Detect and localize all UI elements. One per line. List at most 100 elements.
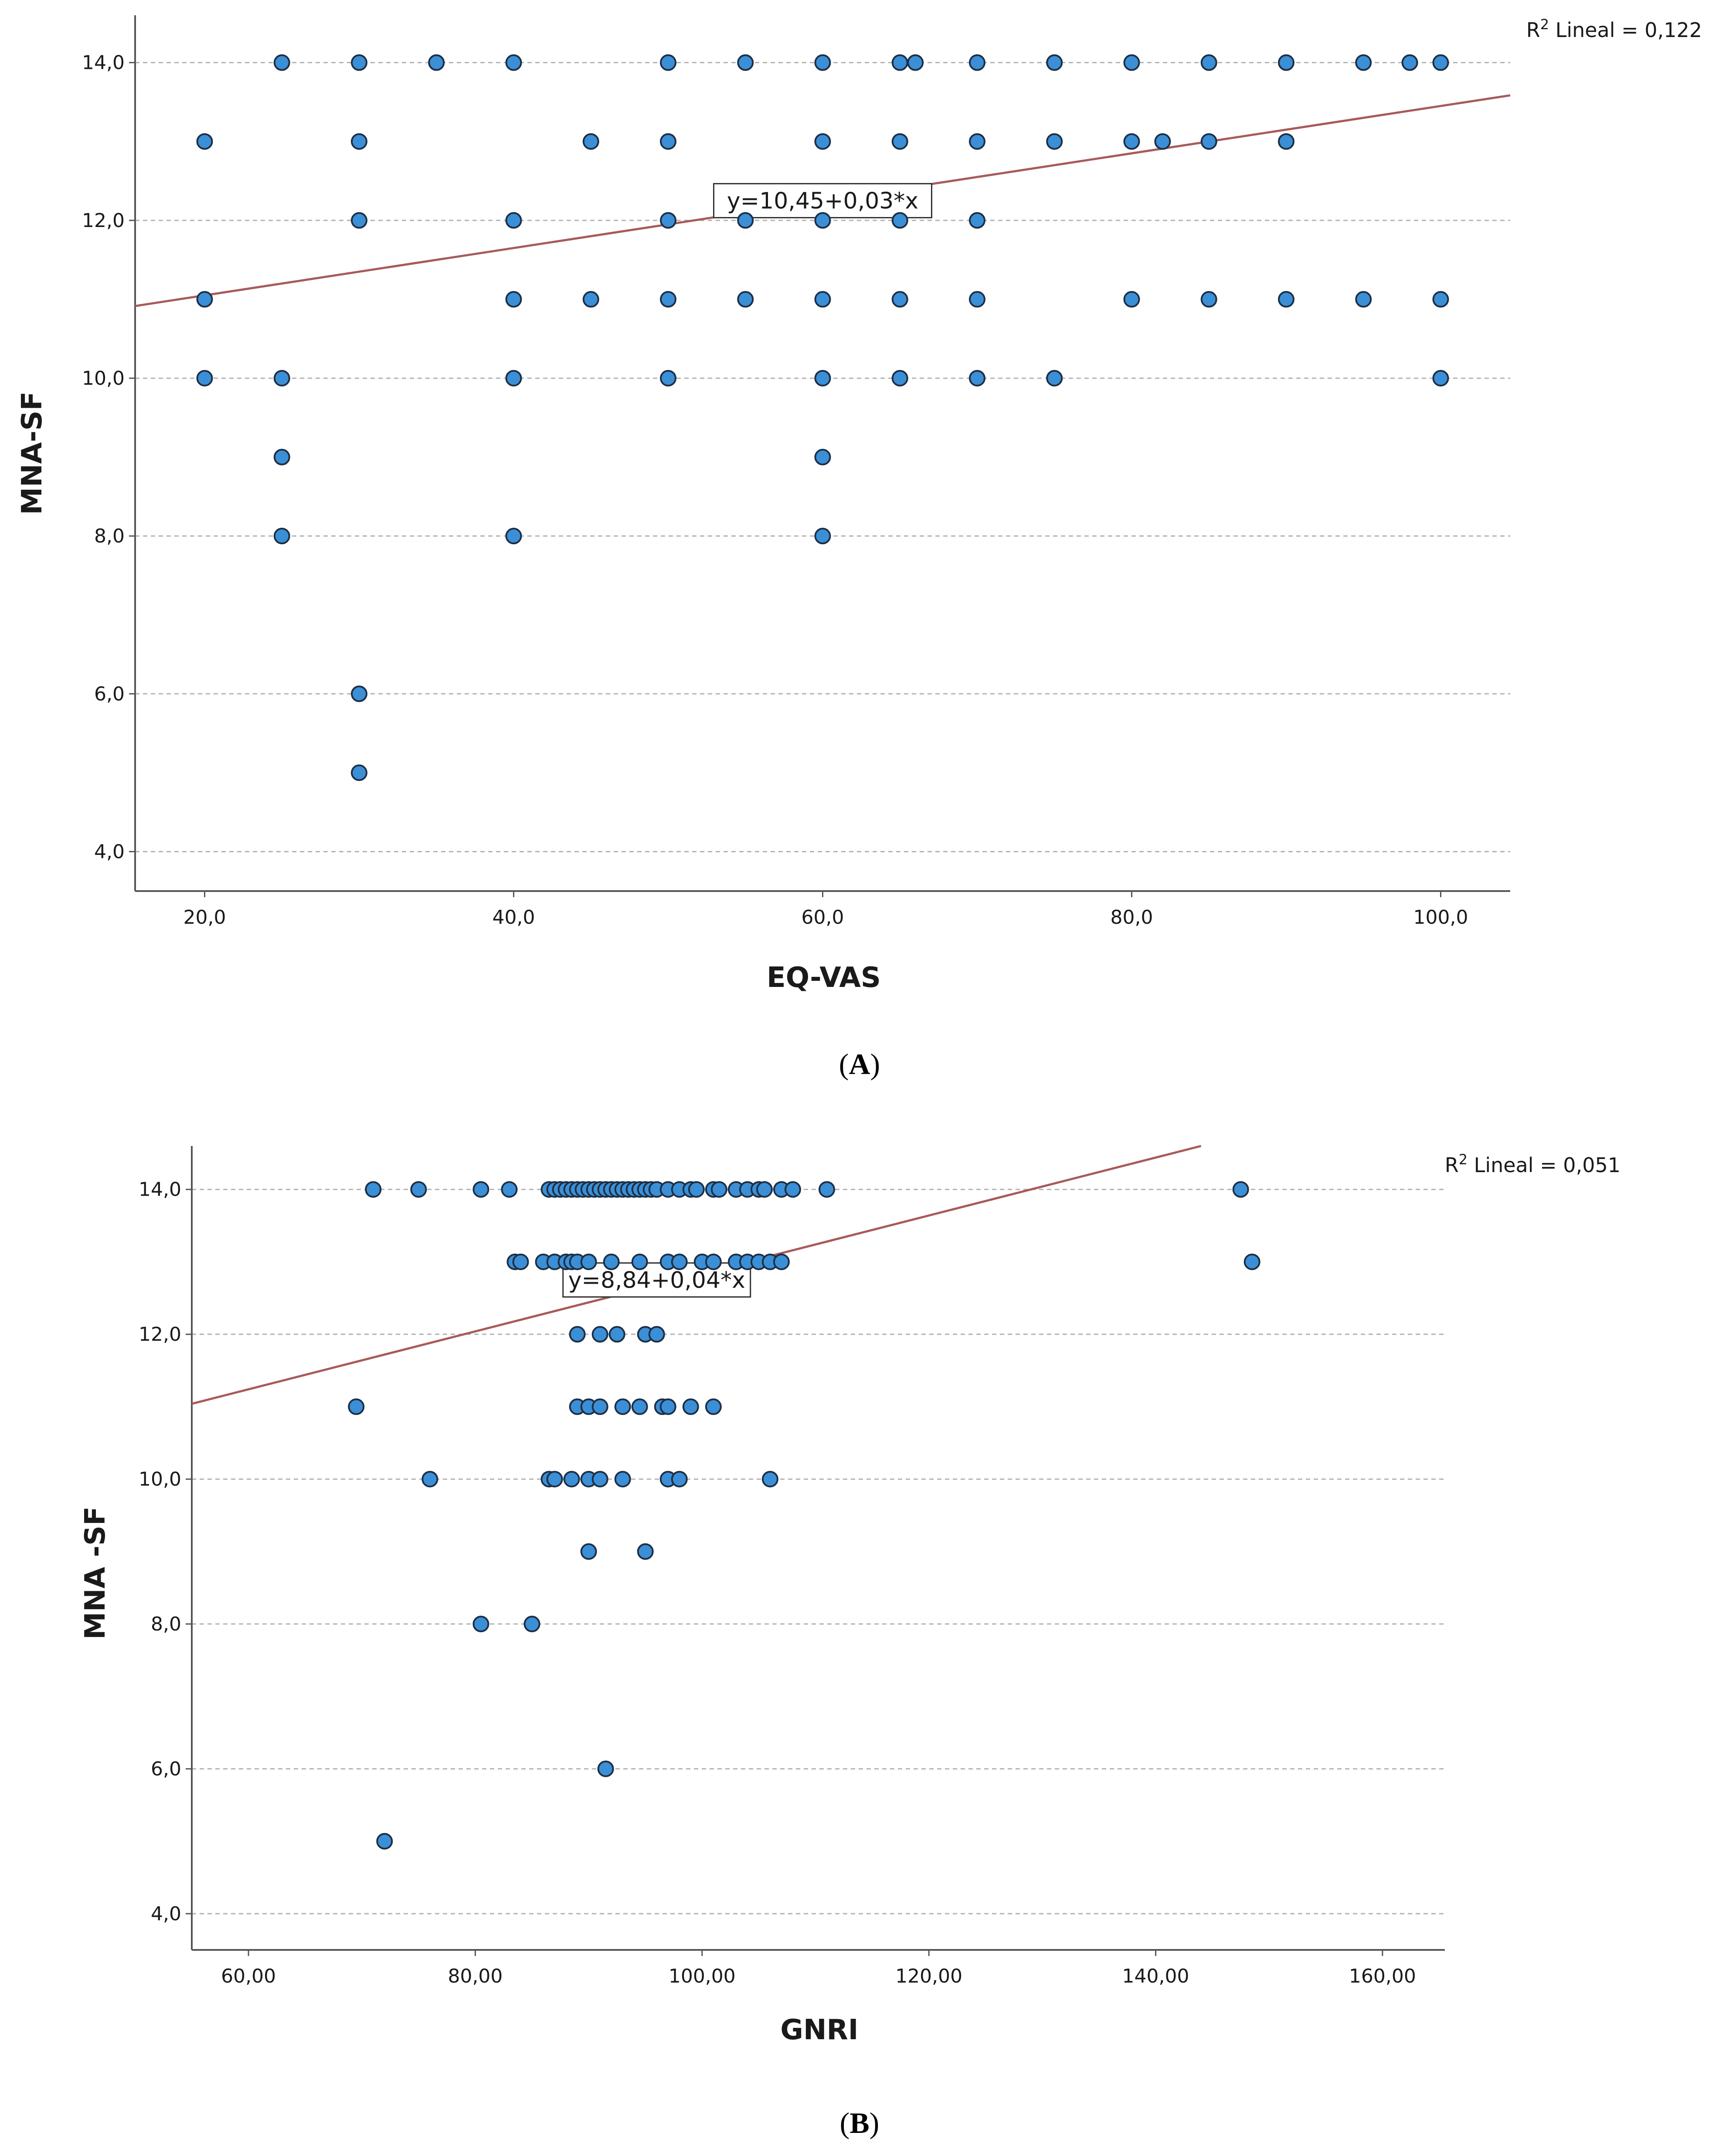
panel-a-point-39 xyxy=(660,291,677,308)
panel-a-y-tick-label: 6,0 xyxy=(94,683,125,705)
panel-b-point-88 xyxy=(376,1833,393,1850)
panel-a-point-58 xyxy=(273,449,290,466)
panel-b-point-56 xyxy=(773,1253,790,1270)
panel-b-point-33 xyxy=(756,1181,773,1198)
panel-a-point-40 xyxy=(737,291,754,308)
panel-b-point-37 xyxy=(1232,1181,1249,1198)
panel-a-point-37 xyxy=(505,291,522,308)
panel-a-y-tick-label: 10,0 xyxy=(82,367,125,390)
panel-a-point-60 xyxy=(273,528,290,545)
panel-b-point-51 xyxy=(705,1253,722,1270)
panel-a-point-25 xyxy=(1123,133,1140,150)
panel-b-point-71 xyxy=(682,1398,699,1415)
panel-b-r2-annotation: R2 Lineal = 0,051 xyxy=(1445,1151,1620,1177)
panel-b-point-3 xyxy=(501,1181,518,1198)
panel-a-point-46 xyxy=(1277,291,1294,308)
panel-a-point-44 xyxy=(1123,291,1140,308)
panel-b-point-63 xyxy=(348,1398,365,1415)
panel-b-point-66 xyxy=(591,1398,608,1415)
panel-b-point-60 xyxy=(608,1326,625,1343)
panel-b-point-36 xyxy=(819,1181,836,1198)
panel-a-point-32 xyxy=(737,212,754,229)
panel-a-caption-letter: A xyxy=(849,1047,870,1081)
panel-a-equation-box xyxy=(713,183,932,219)
panel-a-point-12 xyxy=(1200,54,1217,71)
panel-a-caption: (A) xyxy=(839,1047,880,1081)
panel-b-point-78 xyxy=(591,1471,608,1488)
panel-a-point-30 xyxy=(505,212,522,229)
panel-b-point-83 xyxy=(580,1543,597,1560)
panel-a-point-16 xyxy=(1432,54,1449,71)
panel-a-y-tick-label: 12,0 xyxy=(82,210,125,232)
panel-a-point-28 xyxy=(1277,133,1294,150)
panel-b-point-73 xyxy=(421,1471,438,1488)
panel-b-point-47 xyxy=(631,1253,648,1270)
panel-a-point-4 xyxy=(660,54,677,71)
panel-a-r2-sup: 2 xyxy=(1540,16,1549,33)
panel-b-point-86 xyxy=(523,1616,540,1633)
panel-b-x-tick-label: 140,00 xyxy=(1122,1965,1189,1987)
panel-a-y-tick-label: 8,0 xyxy=(94,525,125,547)
panel-a-point-6 xyxy=(814,54,831,71)
panel-b-x-tick-label: 80,00 xyxy=(448,1965,503,1987)
panel-a-point-17 xyxy=(196,133,213,150)
panel-a-point-59 xyxy=(814,449,831,466)
panel-b-y-tick-label: 12,0 xyxy=(139,1323,181,1346)
panel-b-points xyxy=(348,1181,1260,1850)
panel-a-point-64 xyxy=(351,764,368,781)
panel-a-x-tick-label: 100,0 xyxy=(1413,906,1468,929)
panel-a-point-31 xyxy=(660,212,677,229)
panel-a-y-tick-label: 14,0 xyxy=(82,52,125,74)
panel-a-r2-r: R xyxy=(1526,18,1540,42)
panel-b-equation-label: y=8,84+0,04*x xyxy=(568,1268,745,1294)
panel-a-point-14 xyxy=(1355,54,1372,71)
panel-a-point-27 xyxy=(1200,133,1217,150)
panel-a-point-63 xyxy=(351,685,368,702)
panel-b-caption-letter: B xyxy=(849,2106,869,2139)
panel-b-point-0 xyxy=(365,1181,382,1198)
panel-a-point-22 xyxy=(891,133,908,150)
panel-a-fit-line: y=10,45+0,03*x xyxy=(135,94,1511,307)
panel-a-axes: 4,0 6,0 8,0 10,0 12,0 14,0 20,0 40,0 60,0 80,0 100… xyxy=(82,15,1510,929)
panel-b-point-68 xyxy=(631,1398,648,1415)
panel-a-x-tick-label: 40,0 xyxy=(493,906,535,929)
panel-a-point-55 xyxy=(968,370,985,386)
panel-b-x-axis-label: GNRI xyxy=(780,2014,858,2046)
panel-a-point-35 xyxy=(968,212,985,229)
panel-a-y-tick-label: 4,0 xyxy=(94,841,125,863)
panel-a-point-23 xyxy=(968,133,985,150)
panel-a-x-axis-label: EQ-VAS xyxy=(767,962,881,994)
panel-a-point-54 xyxy=(891,370,908,386)
panel-b-y-tick-label: 6,0 xyxy=(151,1758,181,1780)
panel-b-point-35 xyxy=(784,1181,801,1198)
panel-b-point-57 xyxy=(1243,1253,1260,1270)
panel-a-point-3 xyxy=(505,54,522,71)
panel-b-point-76 xyxy=(563,1471,580,1488)
panel-a-point-38 xyxy=(582,291,599,308)
panel-a-point-53 xyxy=(814,370,831,386)
panel-b-point-62 xyxy=(648,1326,665,1343)
panel-a-point-49 xyxy=(196,370,213,386)
panel-a-point-61 xyxy=(505,528,522,545)
panel-b-point-85 xyxy=(472,1616,489,1633)
panel-a-point-5 xyxy=(737,54,754,71)
panel-a-point-19 xyxy=(582,133,599,150)
panel-a-labels: EQ-VAS MNA-SF R2 Lineal = 0,122 (A) xyxy=(16,16,1702,1081)
panel-b-point-2 xyxy=(472,1181,489,1198)
panel-b-point-1 xyxy=(410,1181,427,1198)
panel-b: 4,0 6,0 8,0 10,0 12,0 14,0 60,00 80,00 100,00 120… xyxy=(79,1145,1620,2139)
panel-b-fit-line: y=8,84+0,04*x xyxy=(191,1145,1202,1405)
panel-a-point-34 xyxy=(891,212,908,229)
panel-a-equation-label: y=10,45+0,03*x xyxy=(727,188,918,214)
panel-a-point-21 xyxy=(814,133,831,150)
panel-a-point-43 xyxy=(968,291,985,308)
panel-a-point-15 xyxy=(1401,54,1418,71)
panel-a-r2-text: Lineal = 0,122 xyxy=(1549,18,1702,42)
panel-a-point-41 xyxy=(814,291,831,308)
panel-a-point-56 xyxy=(1046,370,1063,386)
panel-a-point-48 xyxy=(1432,291,1449,308)
panel-b-point-46 xyxy=(603,1253,620,1270)
panel-a-y-axis-label: MNA-SF xyxy=(16,391,48,515)
panel-b-point-70 xyxy=(659,1398,676,1415)
panel-b-point-59 xyxy=(591,1326,608,1343)
